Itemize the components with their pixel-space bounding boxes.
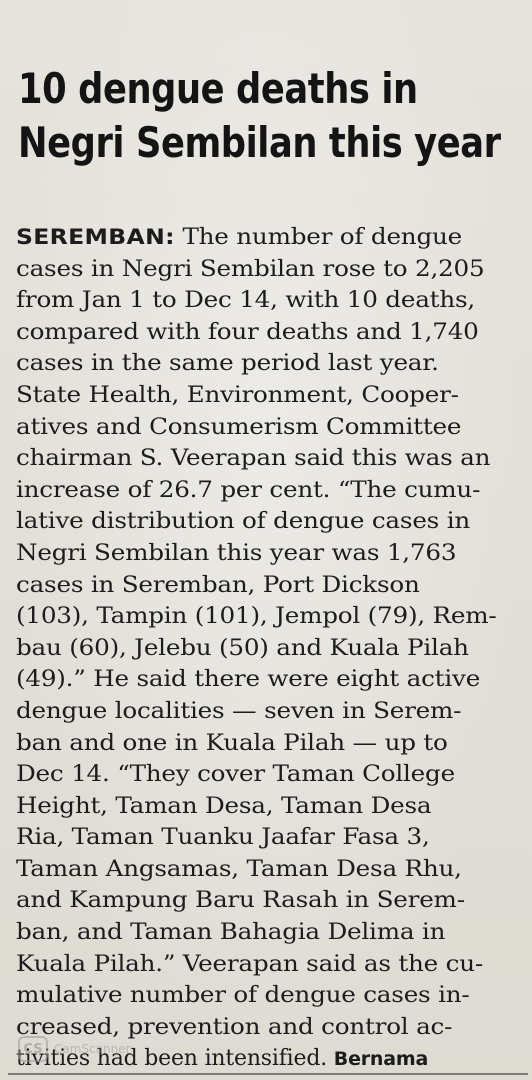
camscanner-logo-icon: CS [18,1036,48,1062]
article-line: mulative number of dengue cases in- [16,983,470,1009]
article-line: Taman Angsamas, Taman Desa Rhu, [16,856,462,882]
article-line: Negri Sembilan this year was 1,763 [16,540,457,566]
headline-line-1: 10 dengue deaths in [18,64,418,113]
article-line: SEREMBAN: The number of dengue [16,222,516,254]
article-text: The number of dengue [174,225,463,250]
article-line: State Health, Environment, Cooper- [16,382,459,408]
article-line: bau (60), Jelebu (50) and Kuala Pilah [16,635,469,661]
article-line: ban, and Taman Bahagia Delima in [16,920,446,946]
article-line: atives and Consumerism Committee [16,414,462,440]
article-line: and Kampung Baru Rasah in Serem- [16,888,465,914]
dateline: SEREMBAN: [16,225,175,249]
article-line: cases in Negri Sembilan rose to 2,205 [16,256,485,282]
article-line: (103), Tampin (101), Jempol (79), Rem- [16,604,497,630]
article-text: tivities had been intensified. [16,1046,334,1072]
headline-line-2: Negri Sembilan this year [18,118,501,167]
article-line: Kuala Pilah.” Veerapan said as the cu- [16,951,483,977]
article-line: Dec 14. “They cover Taman College [16,762,455,788]
article-line: compared with four deaths and 1,740 [16,319,479,345]
article-line: Ria, Taman Tuanku Jaafar Fasa 3, [16,825,430,851]
article-line: dengue localities — seven in Serem- [16,698,462,724]
article-line: cases in Seremban, Port Dickson [16,572,420,598]
article-line: increase of 26.7 per cent. “The cumu- [16,477,481,503]
divider [8,1073,528,1075]
article-line: cases in the same period last year. [16,351,439,377]
camscanner-watermark: CS CamScanner [18,1036,131,1062]
article-line: tivities had been intensified. Bernama [16,1043,516,1076]
byline: Bernama [333,1048,429,1071]
article-line: chairman S. Veerapan said this was an [16,446,491,472]
article-line: lative distribution of dengue cases in [16,509,471,535]
headline: 10 dengue deaths in Negri Sembilan this … [18,62,501,170]
article-line: Height, Taman Desa, Taman Desa [16,793,432,819]
article-line: from Jan 1 to Dec 14, with 10 deaths, [16,288,476,314]
article-line: ban and one in Kuala Pilah — up to [16,730,448,756]
article-body: SEREMBAN: The number of dengue cases in … [16,222,516,1076]
article-line: creased, prevention and control ac- [16,1014,453,1040]
watermark-text: CamScanner [54,1042,131,1056]
article-line: (49).” He said there were eight active [16,667,481,693]
